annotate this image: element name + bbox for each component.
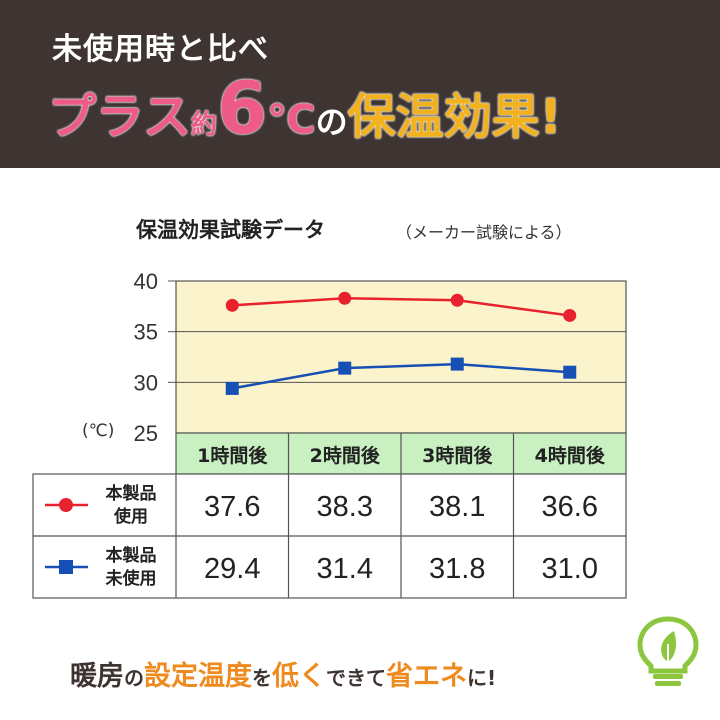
legend-label-line2: 使用 <box>113 506 148 527</box>
headline-plus: プラス <box>48 89 192 145</box>
y-tick-label: 25 <box>134 421 158 446</box>
data-label: 29.4 <box>204 553 260 585</box>
series-2-point <box>225 381 239 395</box>
header-headline: プラス約6℃の保温効果! <box>48 66 562 156</box>
footer-part-5: 低く <box>272 661 326 692</box>
footer-part-2: の <box>124 666 144 690</box>
y-tick-label: 35 <box>134 320 158 345</box>
y-tick-label: 40 <box>134 269 158 294</box>
y-tick-label: 30 <box>134 370 158 395</box>
category-label: 2時間後 <box>310 444 381 467</box>
y-axis-unit: (℃) <box>82 421 114 441</box>
legend-marker-2 <box>59 560 73 574</box>
data-label: 31.4 <box>317 553 373 585</box>
chart-note: （メーカー試験による） <box>396 223 572 242</box>
series-1-point <box>450 293 464 307</box>
category-label: 3時間後 <box>422 444 493 467</box>
legend-label-line1: 本製品 <box>106 545 157 566</box>
footer-part-8: に! <box>467 666 497 690</box>
footer-part-7: 省エネ <box>386 661 467 692</box>
legend-marker-1 <box>59 498 73 512</box>
data-label: 38.1 <box>429 491 485 523</box>
headline-unit: ℃ <box>267 97 316 143</box>
series-2-point <box>450 357 464 371</box>
series-line-2 <box>232 362 570 390</box>
header-subtitle: 未使用時と比べ <box>52 32 269 67</box>
footer-part-1: 暖房 <box>70 661 124 692</box>
series-1-point <box>563 308 577 322</box>
footer-message: 暖房の設定温度を低くできて省エネに! <box>70 654 496 693</box>
plot-area <box>175 280 627 434</box>
headline-no: の <box>315 103 348 141</box>
chart-title: 保温効果試験データ <box>136 218 325 242</box>
data-label: 31.8 <box>429 553 485 585</box>
series-1-point <box>225 298 239 312</box>
legend-label-line2: 未使用 <box>105 568 157 589</box>
headline-number: 6 <box>217 66 268 150</box>
series-2-point <box>338 361 352 375</box>
category-label: 1時間後 <box>197 444 268 467</box>
legend-label-line1: 本製品 <box>106 483 157 504</box>
headline-effect: 保温効果! <box>347 89 562 145</box>
data-label: 38.3 <box>317 491 373 523</box>
lightbulb-leaf-icon <box>637 616 699 686</box>
series-line-1 <box>232 296 570 317</box>
data-label: 36.6 <box>542 491 598 523</box>
footer-part-3: 設定温度 <box>144 661 252 692</box>
data-label: 37.6 <box>204 491 260 523</box>
series-1-point <box>338 291 352 305</box>
footer-part-6: できて <box>326 666 386 690</box>
headline-approx: 約 <box>191 110 218 140</box>
footer-part-4: を <box>252 666 272 690</box>
header-banner <box>0 0 720 168</box>
category-label: 4時間後 <box>535 444 606 467</box>
series-2-point <box>563 365 577 379</box>
data-label: 31.0 <box>542 553 598 585</box>
